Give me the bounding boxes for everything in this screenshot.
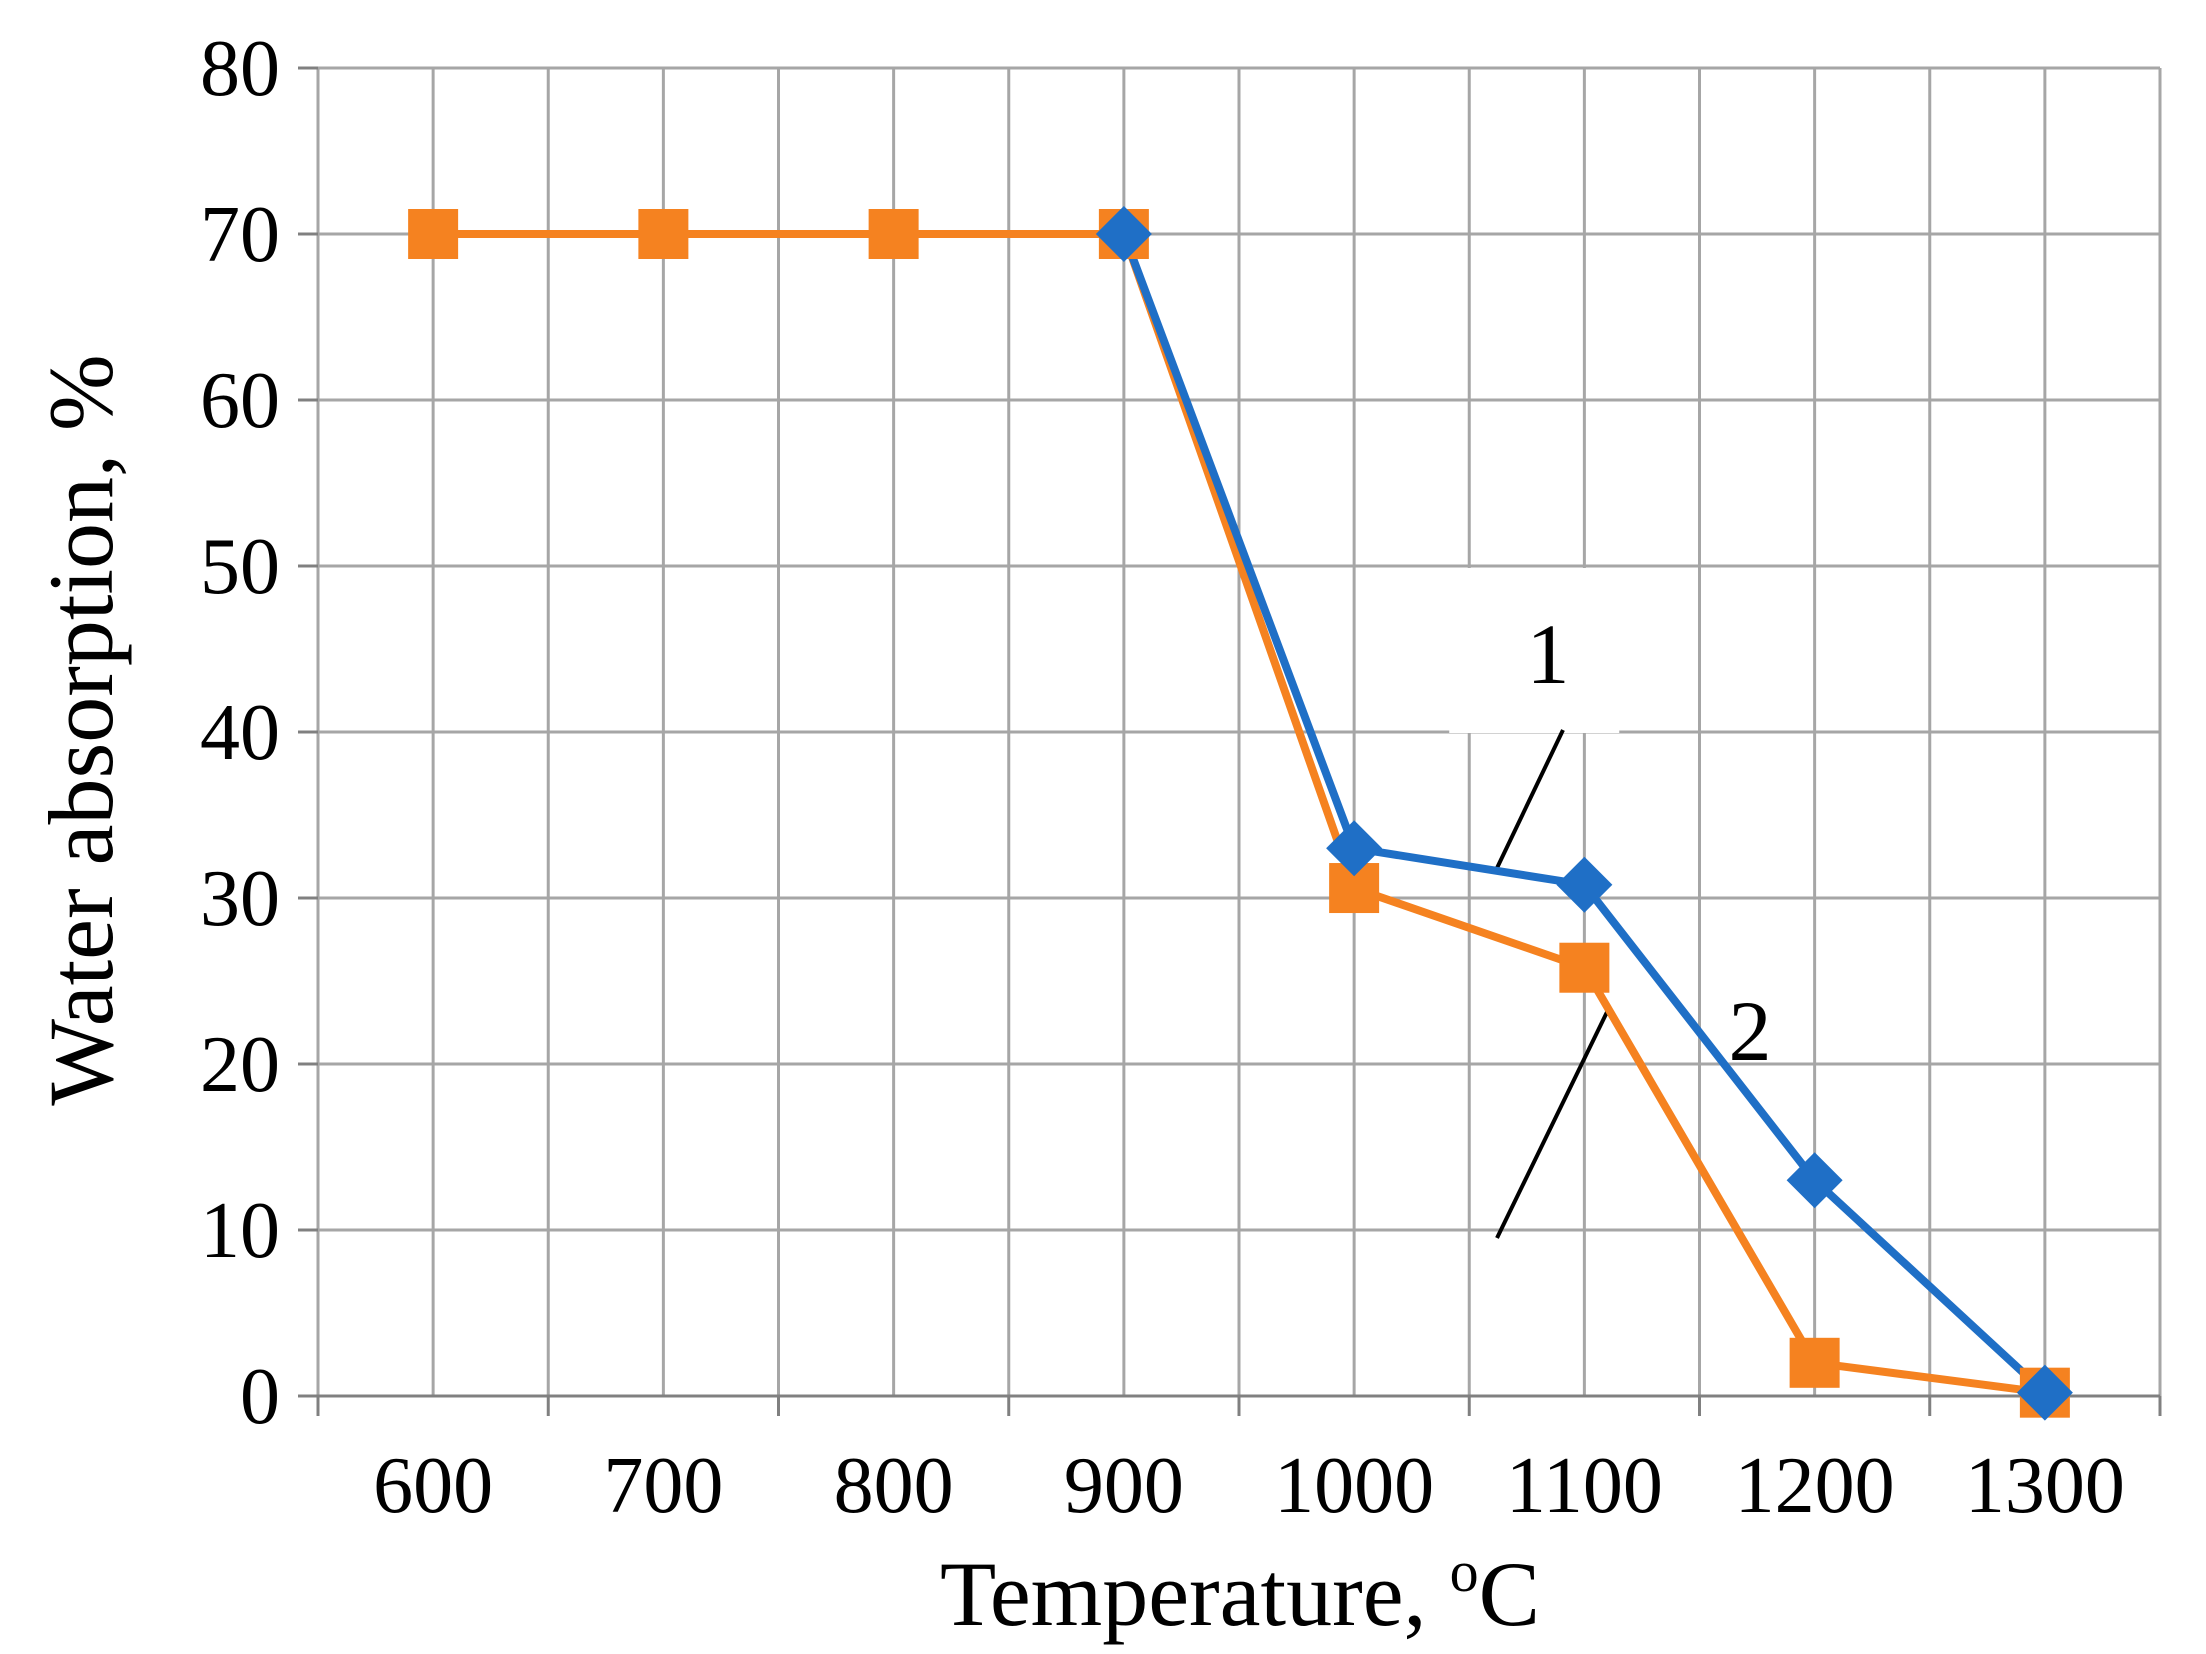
annotation-2-label: 2: [1729, 983, 1772, 1079]
x-tick-label: 600: [373, 1442, 493, 1530]
y-tick-label: 70: [200, 191, 280, 279]
series-2-point: [868, 209, 919, 259]
series-1-point: [1556, 856, 1613, 913]
x-axis-title: Temperature, oC: [940, 1539, 1540, 1645]
x-tick-labels: 600 700 800 900 1000 1100 1200 1300: [373, 1442, 2125, 1530]
series-1-point: [1786, 1152, 1843, 1209]
series-2-point: [638, 209, 689, 259]
x-tick-label: 1100: [1506, 1442, 1663, 1530]
series-1-point: [2016, 1364, 2073, 1421]
x-tick-label: 1300: [1965, 1442, 2125, 1530]
x-tick-label: 1000: [1274, 1442, 1434, 1530]
y-tick-label: 40: [200, 689, 280, 777]
annotation-1-leader: [1495, 729, 1565, 869]
series-1-point: [1095, 206, 1152, 262]
x-tick-label: 900: [1064, 1442, 1184, 1530]
y-tick-label: 80: [200, 25, 280, 113]
series-2-point: [408, 209, 459, 259]
annotation-leaders: [1449, 568, 1620, 1239]
y-axis-title: Water absorption, %: [30, 354, 132, 1105]
series-2-point: [1559, 942, 1610, 993]
y-tick-label: 30: [200, 855, 280, 943]
y-tick-label: 50: [200, 523, 280, 611]
annotation-2-leader: [1495, 1009, 1610, 1239]
y-tick-label: 20: [200, 1021, 280, 1109]
axes: [298, 66, 2162, 1416]
series-1-point: [1326, 820, 1383, 877]
annotation-labels: 12: [1527, 606, 1772, 1079]
x-axis-title-superscript: o: [1450, 1539, 1479, 1604]
annotation-1-backdrop: [1449, 568, 1620, 733]
y-tick-label: 60: [200, 357, 280, 445]
x-axis-title-unit: C: [1479, 1543, 1540, 1645]
y-tick-label: 0: [240, 1353, 280, 1441]
y-tick-labels: 0 10 20 30 40 50 60 70 80: [200, 25, 280, 1441]
series-2-point: [1789, 1337, 1840, 1388]
x-tick-label: 1200: [1735, 1442, 1895, 1530]
annotation-1-label: 1: [1527, 606, 1570, 702]
series-2-line: [433, 230, 2046, 1397]
grid: [316, 66, 2162, 1398]
x-tick-label: 800: [834, 1442, 954, 1530]
x-tick-label: 700: [603, 1442, 723, 1530]
y-tick-label: 10: [200, 1187, 280, 1275]
series-group: [408, 206, 2073, 1421]
